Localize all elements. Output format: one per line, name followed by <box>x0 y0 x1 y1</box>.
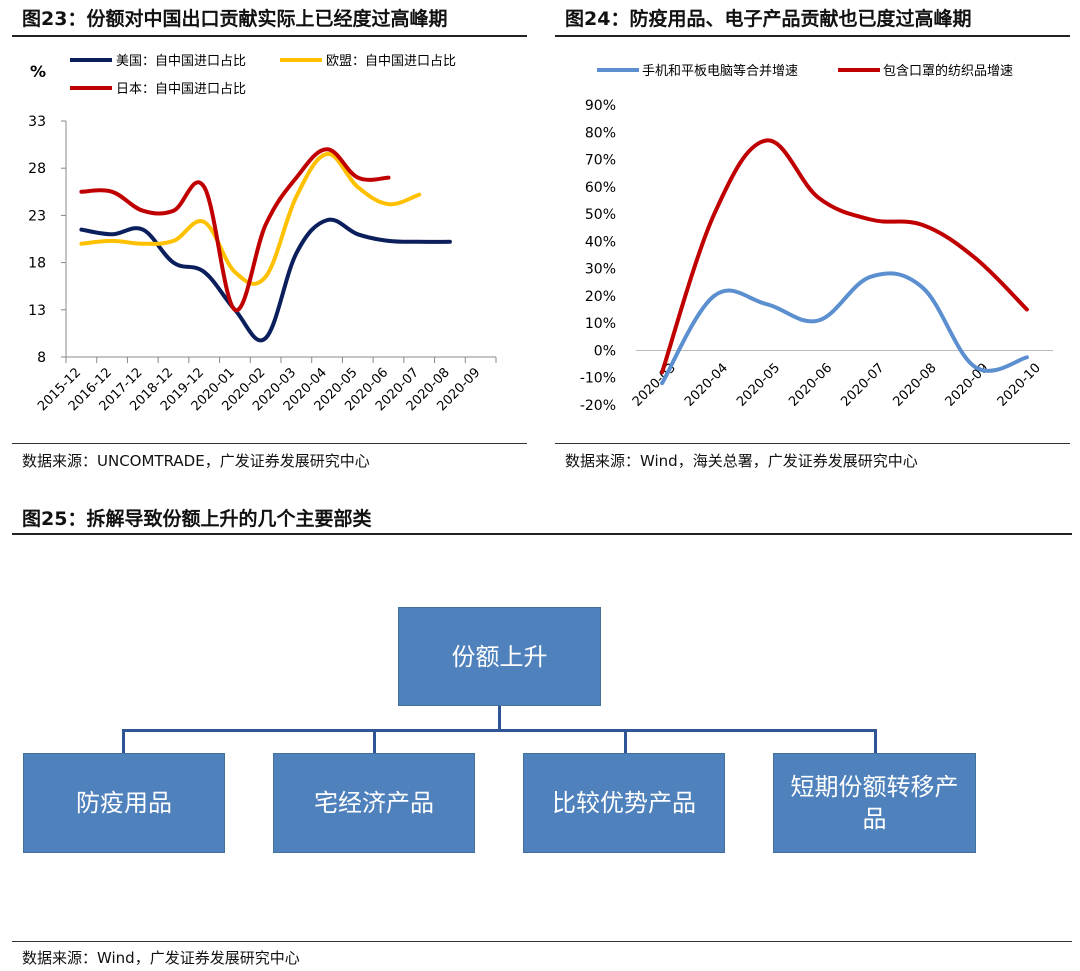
fig23-y-tick-label-2: 13 <box>28 303 46 319</box>
diagram-connector-drop-1 <box>122 729 125 753</box>
fig23-y-axis-label: % <box>30 62 46 81</box>
fig24-source-rule <box>555 443 1070 444</box>
fig25-source: 数据来源：Wind，广发证券发展研究中心 <box>22 949 300 967</box>
fig23-legend-label-2: 欧盟：自中国进口占比 <box>326 54 456 69</box>
fig23-y-tick-label-5: 28 <box>28 161 46 177</box>
fig24-series-line-1 <box>660 271 1029 386</box>
diagram-connector-stem <box>498 706 501 731</box>
fig23-source-rule <box>12 443 527 444</box>
fig24-x-tick-label-7: 2020-09 <box>943 361 992 410</box>
diagram-connector-drop-2 <box>373 729 376 753</box>
fig25-title: 图25：拆解导致份额上升的几个主要部类 <box>22 508 372 530</box>
fig25-title-rule <box>12 533 1072 535</box>
fig24-y-tick-label-3: 0% <box>594 343 616 359</box>
fig24-y-tick-label-6: 30% <box>585 262 616 278</box>
fig23-source: 数据来源：UNCOMTRADE，广发证券发展研究中心 <box>22 452 370 470</box>
fig24-legend-label-2: 包含口罩的纺织品增速 <box>883 63 1013 79</box>
diagram-root-box: 份额上升 <box>398 607 601 706</box>
fig24-source: 数据来源：Wind，海关总署，广发证券发展研究中心 <box>565 452 918 470</box>
fig24-title: 图24：防疫用品、电子产品贡献也已度过高峰期 <box>565 8 972 30</box>
fig24-y-tick-label-10: 70% <box>585 153 616 169</box>
fig24-y-tick-label-11: 80% <box>585 125 616 141</box>
fig23-y-tick-label-3: 18 <box>28 256 46 272</box>
fig24-title-rule <box>555 35 1070 37</box>
fig24-y-tick-label-9: 60% <box>585 180 616 196</box>
fig23-legend-label-3: 日本：自中国进口占比 <box>116 82 246 97</box>
fig23-y-tick-label-4: 23 <box>28 208 46 224</box>
fig24-y-tick-label-4: 10% <box>585 316 616 332</box>
fig24-legend-label-1: 手机和平板电脑等合并增速 <box>642 63 798 79</box>
fig24-y-tick-label-5: 20% <box>585 289 616 305</box>
fig23-legend-label-1: 美国：自中国进口占比 <box>116 54 246 69</box>
fig23-series-line-3 <box>79 147 391 312</box>
fig23-series-line-1 <box>79 217 452 343</box>
fig24-x-tick-label-6: 2020-08 <box>890 361 939 410</box>
fig23-y-tick-label-6: 33 <box>28 114 46 130</box>
fig24-series-line-2 <box>660 138 1029 375</box>
fig24-x-tick-label-5: 2020-07 <box>838 361 887 410</box>
diagram-child-box-3: 比较优势产品 <box>523 753 725 853</box>
fig24-y-tick-label-7: 40% <box>585 234 616 250</box>
fig25-source-rule <box>12 941 1072 942</box>
fig23-series-line-2 <box>79 152 422 286</box>
diagram-child-box-4: 短期份额转移产品 <box>773 753 976 853</box>
fig23-y-tick-label-1: 8 <box>37 350 46 366</box>
fig24-x-tick-label-4: 2020-06 <box>786 361 835 410</box>
fig24-y-tick-label-2: -10% <box>580 371 616 387</box>
diagram-child-box-1: 防疫用品 <box>23 753 225 853</box>
fig24-y-tick-label-1: -20% <box>580 398 616 414</box>
fig24-x-tick-label-3: 2020-05 <box>734 361 783 410</box>
diagram-connector-drop-4 <box>874 729 877 753</box>
fig24-y-tick-label-8: 50% <box>585 207 616 223</box>
fig24-y-tick-label-12: 90% <box>585 98 616 114</box>
diagram-child-box-2: 宅经济产品 <box>273 753 475 853</box>
diagram-connector-drop-3 <box>624 729 627 753</box>
fig24-x-tick-label-2: 2020-04 <box>682 361 731 410</box>
fig24-line-chart: 手机和平板电脑等合并增速 包含口罩的纺织品增速 -20% -10% 0% 10% 20% 30… <box>580 63 1053 414</box>
fig23-title-rule <box>12 35 527 37</box>
fig23-title: 图23：份额对中国出口贡献实际上已经度过高峰期 <box>22 8 448 30</box>
diagram-connector-bar <box>122 729 877 732</box>
